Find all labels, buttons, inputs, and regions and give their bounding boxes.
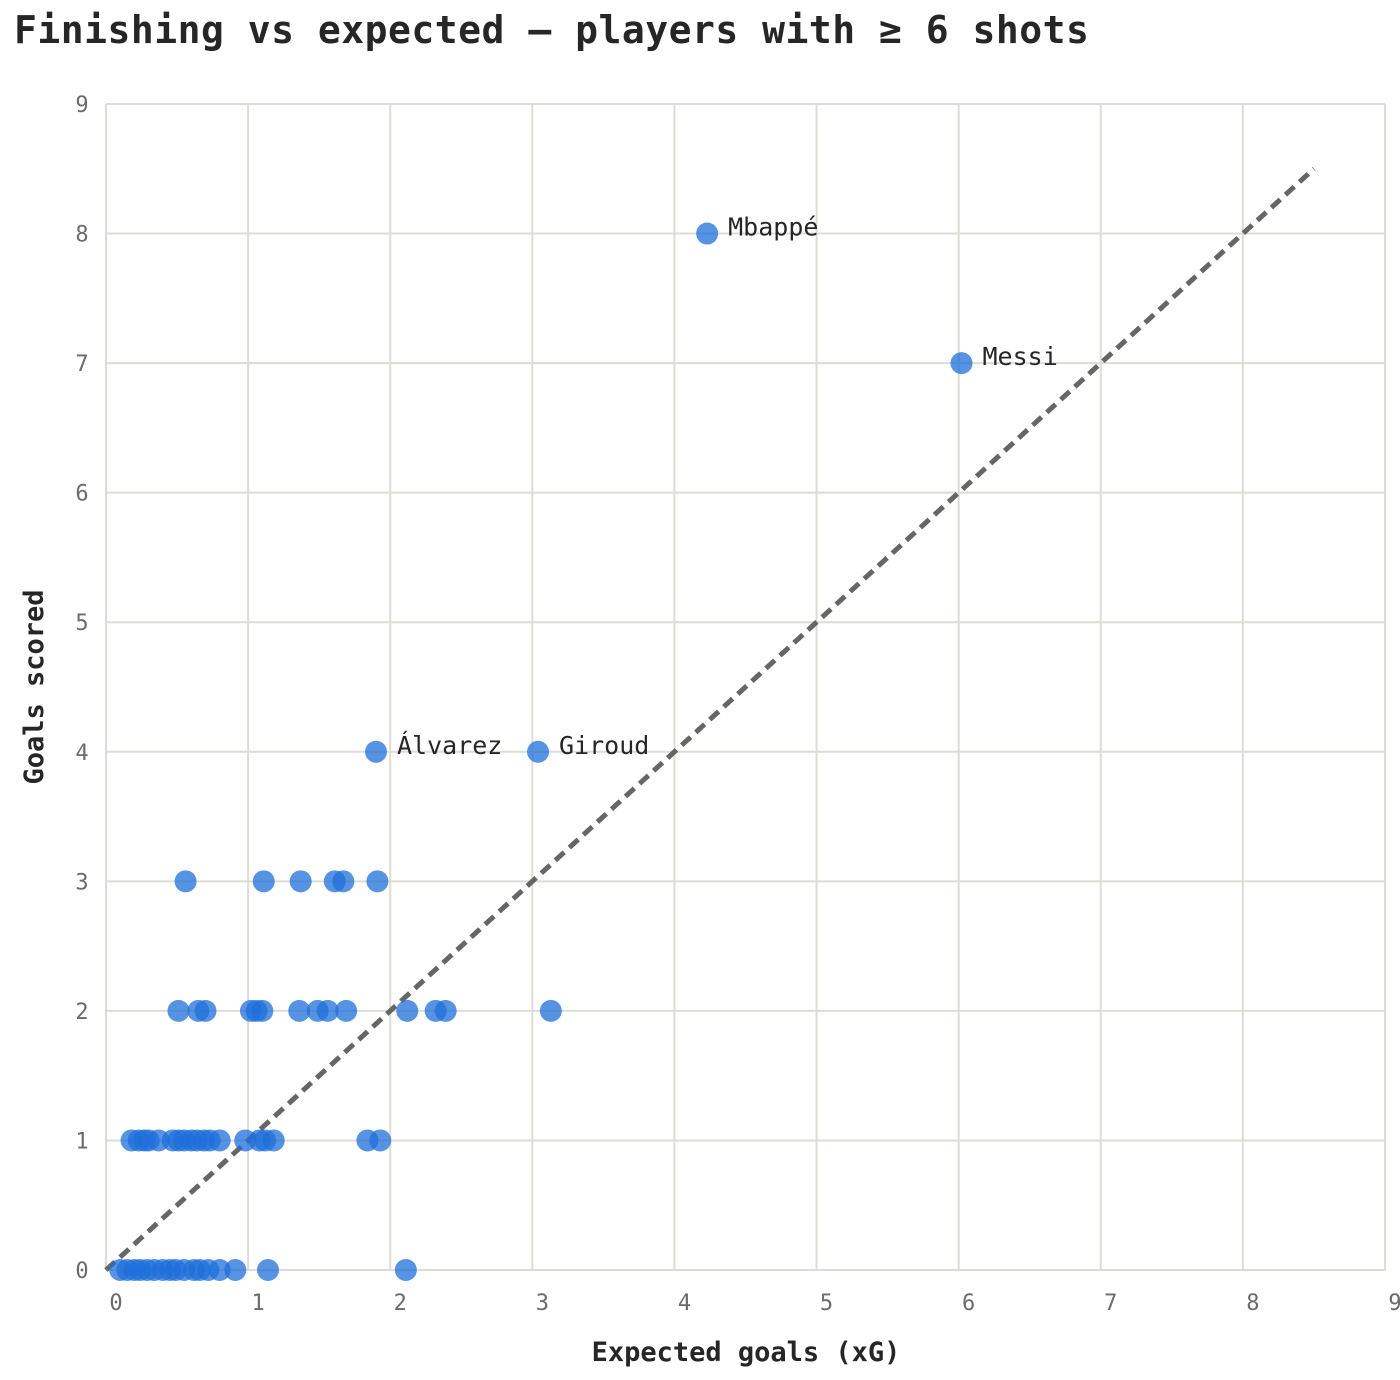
y-tick-label: 9 (75, 93, 88, 118)
data-point (527, 740, 550, 763)
x-tick-label: 1 (251, 1291, 264, 1316)
y-tick-label: 4 (75, 741, 88, 766)
x-tick-label: 4 (678, 1291, 691, 1316)
data-point (252, 870, 275, 893)
grid (105, 103, 1386, 1271)
x-tick-label: 3 (536, 1291, 549, 1316)
data-point (950, 352, 973, 375)
data-point (365, 740, 388, 763)
x-tick-label: 9 (1388, 1291, 1400, 1316)
y-tick-label: 1 (75, 1129, 88, 1154)
y-tick-label: 6 (75, 482, 88, 507)
data-point (174, 870, 197, 893)
y-tick-label: 5 (75, 611, 88, 636)
y-tick-label: 8 (75, 223, 88, 248)
point-label: Giroud (559, 731, 649, 760)
x-axis-title: Expected goals (xG) (592, 1337, 901, 1368)
y-tick-label: 2 (75, 1000, 88, 1025)
data-points (109, 222, 973, 1281)
x-tick-label: 7 (1104, 1291, 1117, 1316)
tick-labels: 0 1 2 3 4 5 6 7 8 9 0 1 2 3 4 5 6 7 8 9 (75, 93, 1400, 1316)
y-axis-title: Goals scored (19, 589, 50, 784)
x-tick-label: 6 (962, 1291, 975, 1316)
data-point (396, 999, 419, 1022)
data-point (208, 1129, 231, 1152)
data-point (394, 1259, 417, 1281)
x-tick-label: 8 (1246, 1291, 1259, 1316)
data-point (434, 999, 457, 1022)
data-point (194, 999, 217, 1022)
data-point (316, 999, 339, 1022)
data-point (224, 1259, 247, 1281)
reference-line (104, 166, 1316, 1272)
data-point (366, 870, 389, 893)
y-tick-label: 3 (75, 870, 88, 895)
reference-line-xg-equals-goals (104, 166, 1316, 1272)
x-tick-label: 2 (394, 1291, 407, 1316)
y-tick-label: 7 (75, 352, 88, 377)
y-tick-label: 0 (75, 1259, 88, 1284)
chart-title: Finishing vs expected — players with ≥ 6… (14, 8, 1090, 52)
data-point (696, 222, 719, 245)
data-point (257, 1259, 280, 1281)
data-point (289, 870, 312, 893)
data-point (335, 999, 358, 1022)
point-labels: Mbappé Messi Álvarez Giroud (397, 213, 1058, 760)
point-label: Álvarez (397, 731, 502, 760)
data-point (167, 999, 190, 1022)
data-point (332, 870, 355, 893)
x-tick-label: 0 (109, 1291, 122, 1316)
point-label: Messi (983, 342, 1058, 371)
data-point (251, 999, 274, 1022)
data-point (262, 1129, 285, 1152)
data-point (539, 999, 562, 1022)
data-point (288, 999, 311, 1022)
point-label: Mbappé (728, 213, 818, 242)
data-point (208, 1259, 231, 1281)
data-point (369, 1129, 392, 1152)
x-tick-label: 5 (820, 1291, 833, 1316)
